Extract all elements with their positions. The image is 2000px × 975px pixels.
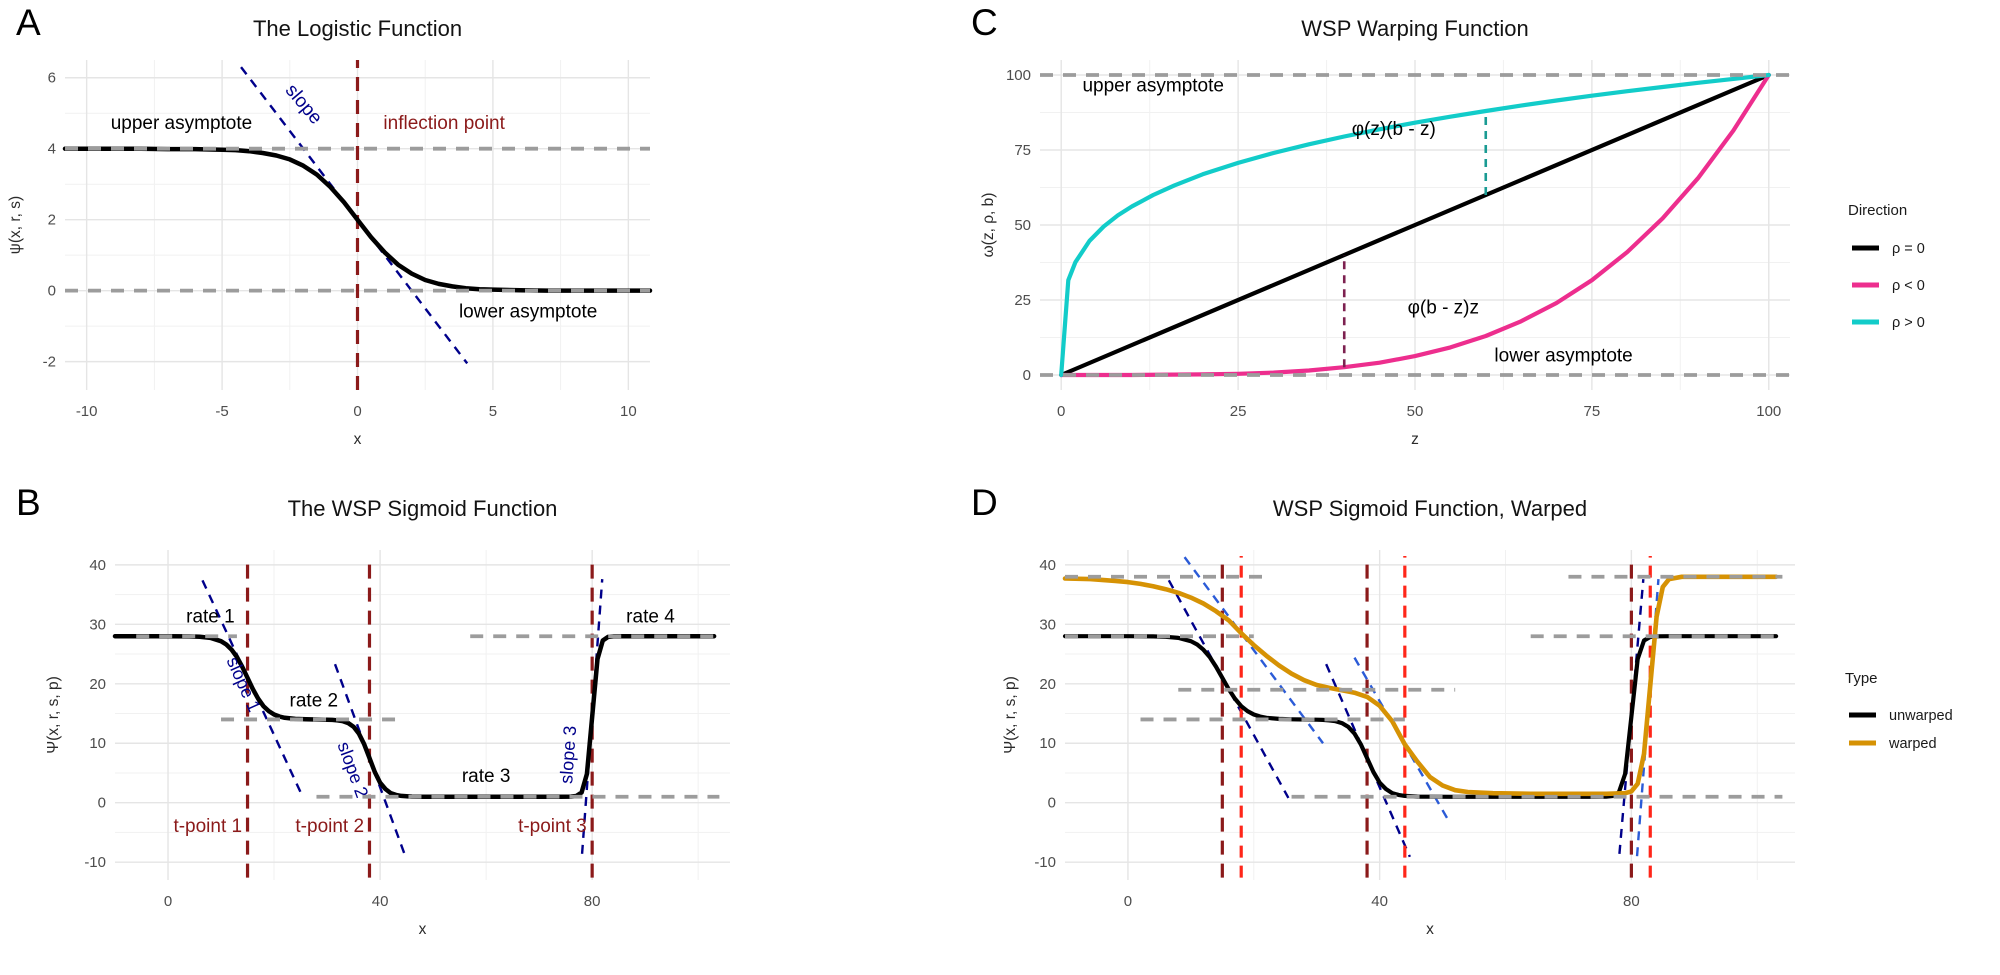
slope-tangent-line xyxy=(240,66,469,365)
panel-wsp-sigmoid-warped: D WSP Sigmoid Function, Warped 0 40 80 -10 0… xyxy=(955,480,2000,975)
warp-rho-zero-line xyxy=(1059,72,1771,378)
legend-entry-label: ρ = 0 xyxy=(1892,241,1925,257)
y-tick-label: 30 xyxy=(1039,616,1056,633)
x-axis-title: x xyxy=(419,921,427,938)
x-tick-label: 100 xyxy=(1756,403,1781,420)
x-axis-title: z xyxy=(1411,431,1419,448)
rate-3-label: rate 3 xyxy=(462,766,511,787)
legend-entry-label: ρ < 0 xyxy=(1892,278,1925,294)
y-tick-label: 2 xyxy=(48,212,56,229)
x-tick-label: 5 xyxy=(489,403,497,420)
x-tick-label: 75 xyxy=(1584,403,1601,420)
x-tick-label: 50 xyxy=(1407,403,1424,420)
y-tick-label: 30 xyxy=(89,616,106,633)
panel-title-wsp-sigmoid-warped: WSP Sigmoid Function, Warped xyxy=(1272,496,1588,521)
rate-4-label: rate 4 xyxy=(626,607,675,628)
y-tick-label: 0 xyxy=(1023,367,1031,384)
lower-asymptote-label: lower asymptote xyxy=(459,301,597,322)
y-axis-title: ω(z, ρ, b) xyxy=(980,193,997,258)
unwarped-curve xyxy=(1062,634,1779,799)
y-tick-label: 4 xyxy=(48,141,56,158)
unwarped-slope-2-tangent-line xyxy=(1325,663,1411,858)
y-tick-label: -2 xyxy=(43,354,56,371)
legend-entry-label: unwarped xyxy=(1889,708,1953,724)
panel-title-logistic: The Logistic Function xyxy=(252,16,463,41)
slope-3-tangent-line xyxy=(580,579,604,854)
slope-3-label: slope 3 xyxy=(556,725,580,784)
inflection-point-label: inflection point xyxy=(383,113,505,134)
panel-tag-d: D xyxy=(971,482,998,523)
legend-entry-label: warped xyxy=(1888,736,1937,752)
y-tick-label: 20 xyxy=(1039,676,1056,693)
x-tick-label: -5 xyxy=(215,403,228,420)
panel-wsp-warping: C WSP Warping Function 0 25 50 75 100 0 25 50 75… xyxy=(955,0,2000,480)
y-tick-label: -10 xyxy=(84,854,106,871)
y-tick-label: 0 xyxy=(98,795,106,812)
y-tick-label: 20 xyxy=(89,676,106,693)
wsp-sigmoid-curve xyxy=(112,633,717,800)
x-tick-label: 0 xyxy=(1124,893,1132,910)
y-tick-label: 40 xyxy=(1039,557,1056,574)
legend-title: Direction xyxy=(1848,202,1907,219)
x-tick-label: 0 xyxy=(1057,403,1065,420)
x-axis-title: x xyxy=(1426,921,1434,938)
x-tick-label: 25 xyxy=(1230,403,1247,420)
warp-down-formula-label: φ(b - z)z xyxy=(1408,298,1479,319)
lower-asymptote-label: lower asymptote xyxy=(1494,346,1632,367)
x-tick-label: 40 xyxy=(372,893,389,910)
panel-logistic-function: A The Logistic Function -10 -5 0 5 10 -2 0 2 4 6 x… xyxy=(0,0,955,480)
panel-wsp-sigmoid: B The WSP Sigmoid Function 0 40 80 -10 0 10 20… xyxy=(0,480,955,975)
panel-tag-c: C xyxy=(971,2,998,43)
x-axis-title: x xyxy=(354,431,362,448)
y-tick-label: 50 xyxy=(1014,217,1031,234)
y-tick-label: 25 xyxy=(1014,292,1031,309)
y-tick-label: 40 xyxy=(89,557,106,574)
panel-d-canvas: 0 40 80 -10 0 10 20 30 40 x Ψ(x, r, s, p) Type unwar… xyxy=(1002,550,1953,938)
legend-title: Type xyxy=(1845,670,1878,687)
upper-asymptote-label: upper asymptote xyxy=(111,113,253,134)
y-tick-label: 0 xyxy=(1048,795,1056,812)
y-axis-title: Ψ(x, r, s, p) xyxy=(1002,676,1019,754)
panel-title-wsp-sigmoid: The WSP Sigmoid Function xyxy=(287,496,558,521)
panel-a-canvas: -10 -5 0 5 10 -2 0 2 4 6 x ψ(x, r, s) upper asymptot… xyxy=(7,60,653,448)
panel-title-wsp-warping: WSP Warping Function xyxy=(1301,16,1529,41)
y-tick-label: -10 xyxy=(1034,854,1056,871)
warp-rho-positive-curve xyxy=(1059,72,1771,378)
slope-label: slope xyxy=(281,80,326,128)
panel-c-canvas: 0 25 50 75 100 0 25 50 75 100 z ω(z, ρ, b) upper asy… xyxy=(980,60,1925,448)
y-axis-title: Ψ(x, r, s, p) xyxy=(45,676,62,754)
warp-up-formula-label: φ(z)(b - z) xyxy=(1352,119,1436,140)
warped-slope-1-tangent-line xyxy=(1183,556,1324,744)
t-point-3-label: t-point 3 xyxy=(518,816,587,837)
x-tick-label: -10 xyxy=(76,403,98,420)
y-axis-title: ψ(x, r, s) xyxy=(7,196,24,254)
panel-tag-a: A xyxy=(16,2,41,43)
warped-curve xyxy=(1062,574,1779,797)
x-tick-label: 80 xyxy=(1623,893,1640,910)
t-point-1-label: t-point 1 xyxy=(173,816,242,837)
y-tick-label: 10 xyxy=(89,735,106,752)
y-tick-label: 100 xyxy=(1006,67,1031,84)
panel-b-canvas: 0 40 80 -10 0 10 20 30 40 x Ψ(x, r, s, p) rate 1 rat… xyxy=(45,550,730,938)
warp-rho-negative-curve xyxy=(1059,72,1771,378)
upper-asymptote-label: upper asymptote xyxy=(1082,76,1224,97)
y-tick-label: 0 xyxy=(48,283,56,300)
panel-tag-b: B xyxy=(16,482,41,523)
x-tick-label: 0 xyxy=(164,893,172,910)
x-tick-label: 10 xyxy=(620,403,637,420)
x-tick-label: 40 xyxy=(1371,893,1388,910)
rate-2-label: rate 2 xyxy=(290,690,339,711)
y-tick-label: 10 xyxy=(1039,735,1056,752)
x-tick-label: 0 xyxy=(353,403,361,420)
unwarped-slope-3-tangent-line xyxy=(1618,579,1645,854)
rate-1-label: rate 1 xyxy=(186,607,235,628)
y-tick-label: 6 xyxy=(48,70,56,87)
legend-entry-label: ρ > 0 xyxy=(1892,315,1925,331)
t-point-2-label: t-point 2 xyxy=(295,816,364,837)
x-tick-label: 80 xyxy=(584,893,601,910)
y-tick-label: 75 xyxy=(1014,142,1031,159)
